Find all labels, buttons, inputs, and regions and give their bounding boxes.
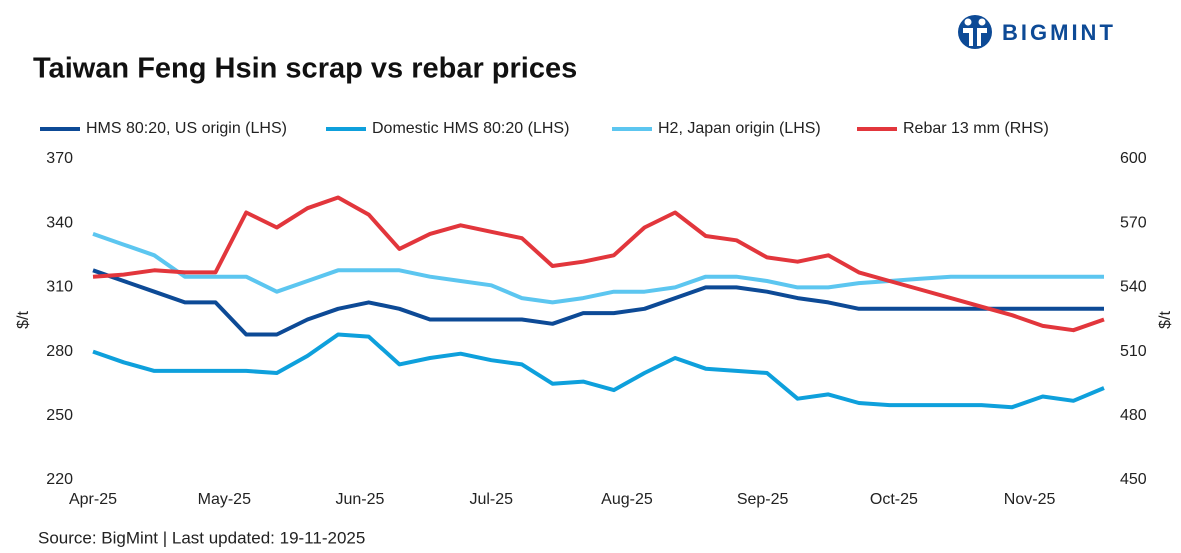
y2-tick-label: 450 <box>1120 471 1147 488</box>
series-line <box>92 268 1104 337</box>
x-tick-label: Oct-25 <box>870 491 918 508</box>
y2-tick-label: 510 <box>1120 343 1147 360</box>
y-tick-label: 280 <box>46 343 73 360</box>
chart-title: Taiwan Feng Hsin scrap vs rebar prices <box>33 53 577 85</box>
y2-tick-label: 480 <box>1120 407 1147 424</box>
y-tick-label: 220 <box>46 471 73 488</box>
series-line <box>92 195 1105 333</box>
y2-axis-label: $/t <box>1157 311 1174 329</box>
x-tick-label: May-25 <box>198 491 251 508</box>
legend-label: H2, Japan origin (LHS) <box>658 120 821 137</box>
series-line <box>92 332 1105 410</box>
series-line <box>92 232 1104 305</box>
legend-label: HMS 80:20, US origin (LHS) <box>86 120 287 137</box>
legend-label: Domestic HMS 80:20 (LHS) <box>372 120 569 137</box>
source-note: Source: BigMint | Last updated: 19-11-20… <box>38 528 365 547</box>
x-tick-label: Jul-25 <box>469 491 513 508</box>
y2-tick-label: 570 <box>1120 214 1147 231</box>
y-tick-label: 310 <box>46 279 73 296</box>
y-tick-label: 250 <box>46 407 73 424</box>
y2-tick-label: 600 <box>1120 150 1147 167</box>
x-tick-label: Jun-25 <box>336 491 385 508</box>
x-tick-label: Apr-25 <box>69 491 117 508</box>
x-tick-label: Aug-25 <box>601 491 653 508</box>
y2-tick-label: 540 <box>1120 279 1147 296</box>
brand: BIGMINT <box>1002 20 1116 45</box>
legend-label: Rebar 13 mm (RHS) <box>903 120 1049 137</box>
y-tick-label: 340 <box>46 214 73 231</box>
x-tick-label: Nov-25 <box>1004 491 1056 508</box>
logo <box>958 15 992 49</box>
y-axis-label: $/t <box>15 311 32 329</box>
y-tick-label: 370 <box>46 150 73 167</box>
x-tick-label: Sep-25 <box>737 491 789 508</box>
